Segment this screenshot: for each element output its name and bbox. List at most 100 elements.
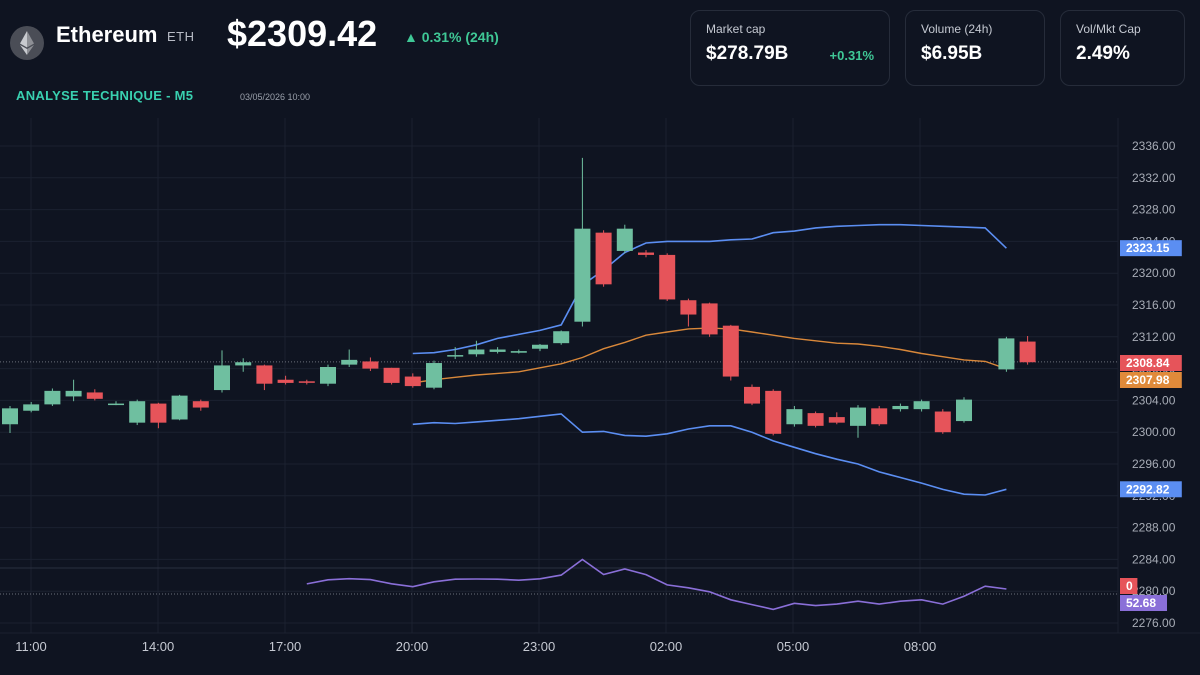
y-tick-label: 2304.00 [1132, 393, 1176, 407]
candle-bullish [892, 405, 909, 410]
candle-bearish [192, 401, 209, 408]
vol-mkt-cap-card: Vol/Mkt Cap 2.49% [1060, 10, 1185, 86]
candle-bearish [828, 417, 845, 423]
candle-bearish [638, 252, 654, 255]
current-price: $2309.42 [227, 13, 378, 54]
stat-value: $278.79B [706, 43, 789, 64]
volume-card: Volume (24h) $6.95B [905, 10, 1045, 86]
price-label: 2307.98 [1126, 373, 1170, 387]
candle-bullish [129, 401, 146, 423]
x-tick-label: 20:00 [396, 639, 429, 654]
rsi-label-bg [1120, 595, 1167, 611]
candle-bearish [256, 365, 273, 384]
candle-bearish [595, 232, 612, 285]
candle-bullish [108, 403, 124, 406]
candle-bearish [150, 403, 167, 423]
candle-bullish [510, 351, 527, 353]
candle-bearish [680, 300, 697, 315]
stat-value: $6.95B [921, 43, 983, 64]
candle-bullish [426, 363, 442, 388]
candle-bullish [65, 390, 82, 397]
candle-bearish [1019, 341, 1036, 363]
rsi-line [306, 558, 1007, 611]
candle-bullish [23, 404, 40, 411]
candle-bearish [807, 413, 824, 426]
y-tick-label: 2288.00 [1132, 521, 1176, 535]
price-change: ▲ 0.31% (24h) [404, 29, 499, 45]
y-tick-label: 2320.00 [1132, 266, 1176, 280]
candle-bullish [553, 331, 570, 344]
candle-bearish [871, 408, 888, 425]
analysis-title: ANALYSE TECHNIQUE - M5 [16, 88, 194, 103]
price-label: 2292.82 [1126, 482, 1170, 496]
market-cap-card: Market cap $278.79B +0.31% [690, 10, 890, 86]
stat-value: 2.49% [1076, 43, 1130, 64]
y-tick-label: 2296.00 [1132, 457, 1176, 471]
ethereum-icon [10, 26, 44, 60]
candle-bearish [404, 376, 421, 387]
candle-bearish [744, 386, 760, 404]
x-tick-label: 08:00 [904, 639, 937, 654]
y-tick-label: 2284.00 [1132, 552, 1176, 566]
rsi-label-bg [1120, 578, 1138, 594]
y-tick-label: 2300.00 [1132, 425, 1176, 439]
x-tick-label: 05:00 [777, 639, 810, 654]
price-label-bg [1120, 481, 1182, 498]
candle-bullish [532, 344, 548, 349]
y-tick-label: 2276.00 [1132, 616, 1176, 630]
header: Ethereum ETH $2309.42 ▲ 0.31% (24h) ANAL… [0, 0, 1200, 120]
rsi-label: 52.68 [1126, 596, 1156, 610]
candle-bullish [447, 355, 464, 357]
y-tick-label: 2280.00 [1132, 584, 1176, 598]
x-tick-label: 17:00 [269, 639, 302, 654]
candle-bullish [786, 409, 803, 425]
candle-bullish [44, 390, 61, 405]
price-chart[interactable]: 2336.002332.002328.002324.002320.002316.… [0, 118, 1200, 675]
y-tick-label: 2328.00 [1132, 203, 1176, 217]
coin-ticker: ETH [167, 29, 195, 44]
candle-bullish [171, 395, 188, 420]
candle-bearish [383, 367, 400, 383]
stat-label: Vol/Mkt Cap [1076, 22, 1141, 36]
analysis-timestamp: 03/05/2026 10:00 [240, 92, 311, 102]
candle-bullish [2, 408, 18, 425]
candle-bullish [913, 401, 930, 410]
candle-bullish [574, 228, 591, 322]
candle-bearish [86, 392, 103, 399]
y-tick-label: 2332.00 [1132, 171, 1176, 185]
price-label-bg [1120, 355, 1182, 371]
price-label-bg [1120, 240, 1182, 257]
price-label-bg [1120, 372, 1182, 388]
x-tick-label: 11:00 [15, 639, 47, 654]
candle-bullish [468, 349, 485, 355]
y-tick-label: 2312.00 [1132, 330, 1176, 344]
candle-bearish [362, 361, 379, 369]
price-label: 2308.84 [1126, 356, 1170, 370]
stat-label: Volume (24h) [921, 22, 993, 36]
candle-bullish [235, 362, 252, 366]
bollinger-upper-line [412, 223, 1007, 355]
candle-bearish [722, 325, 739, 377]
stat-label: Market cap [706, 22, 766, 36]
stat-delta: +0.31% [829, 48, 874, 63]
candle-bearish [934, 411, 951, 433]
candle-bullish [214, 365, 230, 391]
x-tick-label: 14:00 [142, 639, 175, 654]
x-tick-label: 23:00 [523, 639, 556, 654]
candle-bullish [956, 399, 972, 422]
candle-bearish [659, 254, 676, 300]
y-tick-label: 2316.00 [1132, 298, 1176, 312]
price-label: 2323.15 [1126, 241, 1170, 255]
candle-bullish [850, 407, 866, 426]
candle-bullish [998, 338, 1015, 370]
coin-name: Ethereum [56, 22, 158, 47]
candle-bullish [616, 228, 633, 251]
candle-bearish [298, 381, 315, 383]
candle-bearish [765, 390, 782, 434]
candlestick-chart-svg[interactable]: 2336.002332.002328.002324.002320.002316.… [0, 118, 1200, 675]
bollinger-lower-line [412, 413, 1007, 496]
candle-bullish [320, 367, 336, 384]
candle-bearish [277, 379, 294, 383]
y-tick-label: 2336.00 [1132, 139, 1176, 153]
candle-bullish [489, 349, 506, 352]
